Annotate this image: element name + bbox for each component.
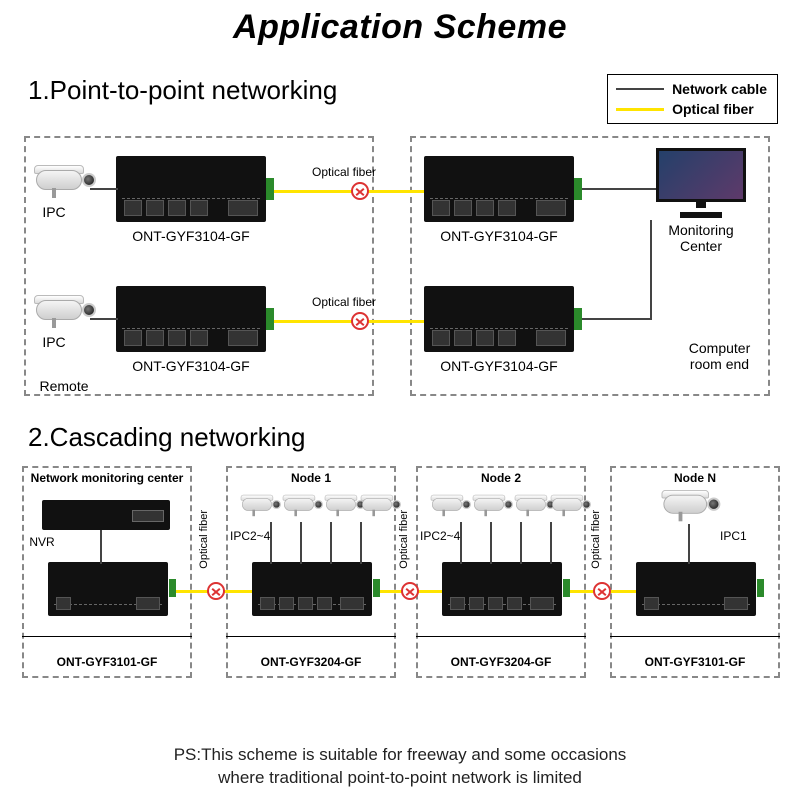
ipc-icon [474, 498, 510, 516]
ipc-icon [36, 170, 92, 198]
switch-model-label: ONT-GYF3104-GF [116, 228, 266, 244]
footnote-line1: PS:This scheme is suitable for freeway a… [174, 745, 627, 764]
legend-line-cable [616, 88, 664, 90]
switch-model-label: ONT-GYF3101-GF [22, 656, 192, 670]
switch-device [424, 286, 574, 352]
footnote: PS:This scheme is suitable for freeway a… [0, 744, 800, 790]
cable-line [582, 188, 656, 190]
switch-model-label: ONT-GYF3104-GF [424, 228, 574, 244]
ipc-icon [516, 498, 552, 516]
cable-line [300, 522, 302, 564]
page-title: Application Scheme [0, 0, 800, 47]
legend-line-fiber [616, 108, 664, 111]
splice-icon [351, 182, 369, 200]
ipc-label: IPC [34, 204, 74, 220]
ipc-icon [36, 300, 92, 328]
divider [226, 636, 396, 637]
cable-line [490, 522, 492, 564]
switch-device [48, 562, 168, 616]
switch-device [442, 562, 562, 616]
nvr-device [42, 500, 170, 530]
fiber-line [274, 320, 424, 323]
fiber-label-vert: Optical fiber [198, 510, 211, 569]
cable-line [582, 318, 650, 320]
ipc-range-label: IPC2~4 [230, 530, 290, 544]
switch-model-label: ONT-GYF3204-GF [416, 656, 586, 670]
s2-box-title: Node N [610, 472, 780, 486]
cable-line [550, 522, 552, 564]
monitor-icon [656, 148, 746, 216]
cable-line [270, 522, 272, 564]
nvr-label: NVR [22, 536, 62, 550]
cable-line [520, 522, 522, 564]
splice-icon [401, 582, 419, 600]
cable-line [360, 522, 362, 564]
s2-box-title: Node 1 [226, 472, 396, 486]
ipc-range-label: IPC1 [720, 530, 770, 544]
ipc-icon [552, 498, 588, 516]
switch-model-label: ONT-GYF3104-GF [116, 358, 266, 374]
ipc-icon [432, 498, 468, 516]
fiber-label-vert: Optical fiber [590, 510, 603, 569]
divider [416, 636, 586, 637]
divider [22, 636, 192, 637]
switch-device [252, 562, 372, 616]
footnote-line2: where traditional point-to-point network… [218, 768, 582, 787]
section2-heading: 2.Cascading networking [28, 422, 306, 453]
cable-line [688, 524, 690, 564]
cable-line [100, 530, 102, 564]
switch-model-label: ONT-GYF3204-GF [226, 656, 396, 670]
splice-icon [351, 312, 369, 330]
splice-icon [593, 582, 611, 600]
fiber-label: Optical fiber [304, 166, 384, 180]
legend-row-cable: Network cable [616, 79, 767, 99]
monitoring-center-label: Monitoring Center [646, 222, 756, 254]
switch-model-label: ONT-GYF3101-GF [610, 656, 780, 670]
switch-device [116, 156, 266, 222]
s2-box-title: Network monitoring center [22, 472, 192, 486]
legend-fiber-label: Optical fiber [672, 101, 754, 117]
ipc-icon [284, 498, 320, 516]
remote-label: Remote [24, 378, 104, 394]
fiber-line [274, 190, 424, 193]
room-end-label: Computer room end [672, 340, 767, 372]
cable-line [90, 318, 118, 320]
switch-device [116, 286, 266, 352]
fiber-label: Optical fiber [304, 296, 384, 310]
ipc-icon [663, 495, 716, 522]
legend: Network cable Optical fiber [607, 74, 778, 124]
ipc-label: IPC [34, 334, 74, 350]
ipc-range-label: IPC2~4 [420, 530, 480, 544]
cable-line [460, 522, 462, 564]
cable-line [650, 220, 652, 320]
switch-device [424, 156, 574, 222]
legend-cable-label: Network cable [672, 81, 767, 97]
ipc-icon [242, 498, 278, 516]
divider [610, 636, 780, 637]
switch-model-label: ONT-GYF3104-GF [424, 358, 574, 374]
legend-row-fiber: Optical fiber [616, 99, 767, 119]
cable-line [330, 522, 332, 564]
splice-icon [207, 582, 225, 600]
ipc-icon [362, 498, 398, 516]
cable-line [90, 188, 118, 190]
s2-box-title: Node 2 [416, 472, 586, 486]
fiber-label-vert: Optical fiber [398, 510, 411, 569]
ipc-icon [326, 498, 362, 516]
switch-device [636, 562, 756, 616]
